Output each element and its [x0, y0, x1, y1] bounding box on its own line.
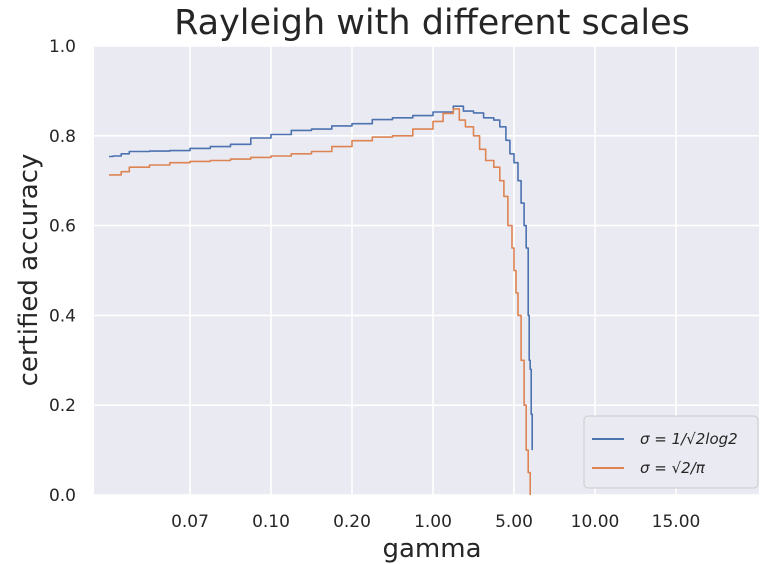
y-tick-label: 1.0: [49, 37, 76, 57]
x-axis-label: gamma: [382, 534, 481, 564]
x-axis-ticks: 0.07 0.10 0.20 1.00 5.00 10.00 15.00: [171, 512, 700, 532]
y-tick-label: 0.6: [49, 217, 76, 237]
legend: σ = 1/√2log2 σ = √2/π: [583, 415, 759, 489]
series-line-2: [109, 108, 531, 495]
chart-title: Rayleigh with different scales: [174, 3, 690, 43]
x-tick-label: 10.00: [571, 512, 620, 532]
legend-box: [583, 415, 759, 489]
series-line-1: [109, 105, 533, 451]
legend-label-series-1: σ = 1/√2log2: [640, 430, 738, 448]
y-axis-label: certified accuracy: [14, 154, 44, 387]
x-tick-label: 1.00: [414, 512, 452, 532]
y-tick-label: 0.8: [49, 127, 76, 147]
y-tick-label: 0.0: [49, 486, 76, 506]
y-axis-ticks: 0.0 0.2 0.4 0.6 0.8 1.0: [49, 37, 76, 506]
x-tick-label: 15.00: [652, 512, 701, 532]
x-tick-label: 0.20: [333, 512, 371, 532]
y-tick-label: 0.2: [49, 396, 76, 416]
x-tick-label: 5.00: [495, 512, 533, 532]
x-tick-label: 0.07: [171, 512, 209, 532]
legend-label-series-2: σ = √2/π: [640, 459, 706, 477]
x-tick-label: 0.10: [252, 512, 290, 532]
y-tick-label: 0.4: [49, 306, 76, 326]
series-lines: [109, 105, 533, 495]
